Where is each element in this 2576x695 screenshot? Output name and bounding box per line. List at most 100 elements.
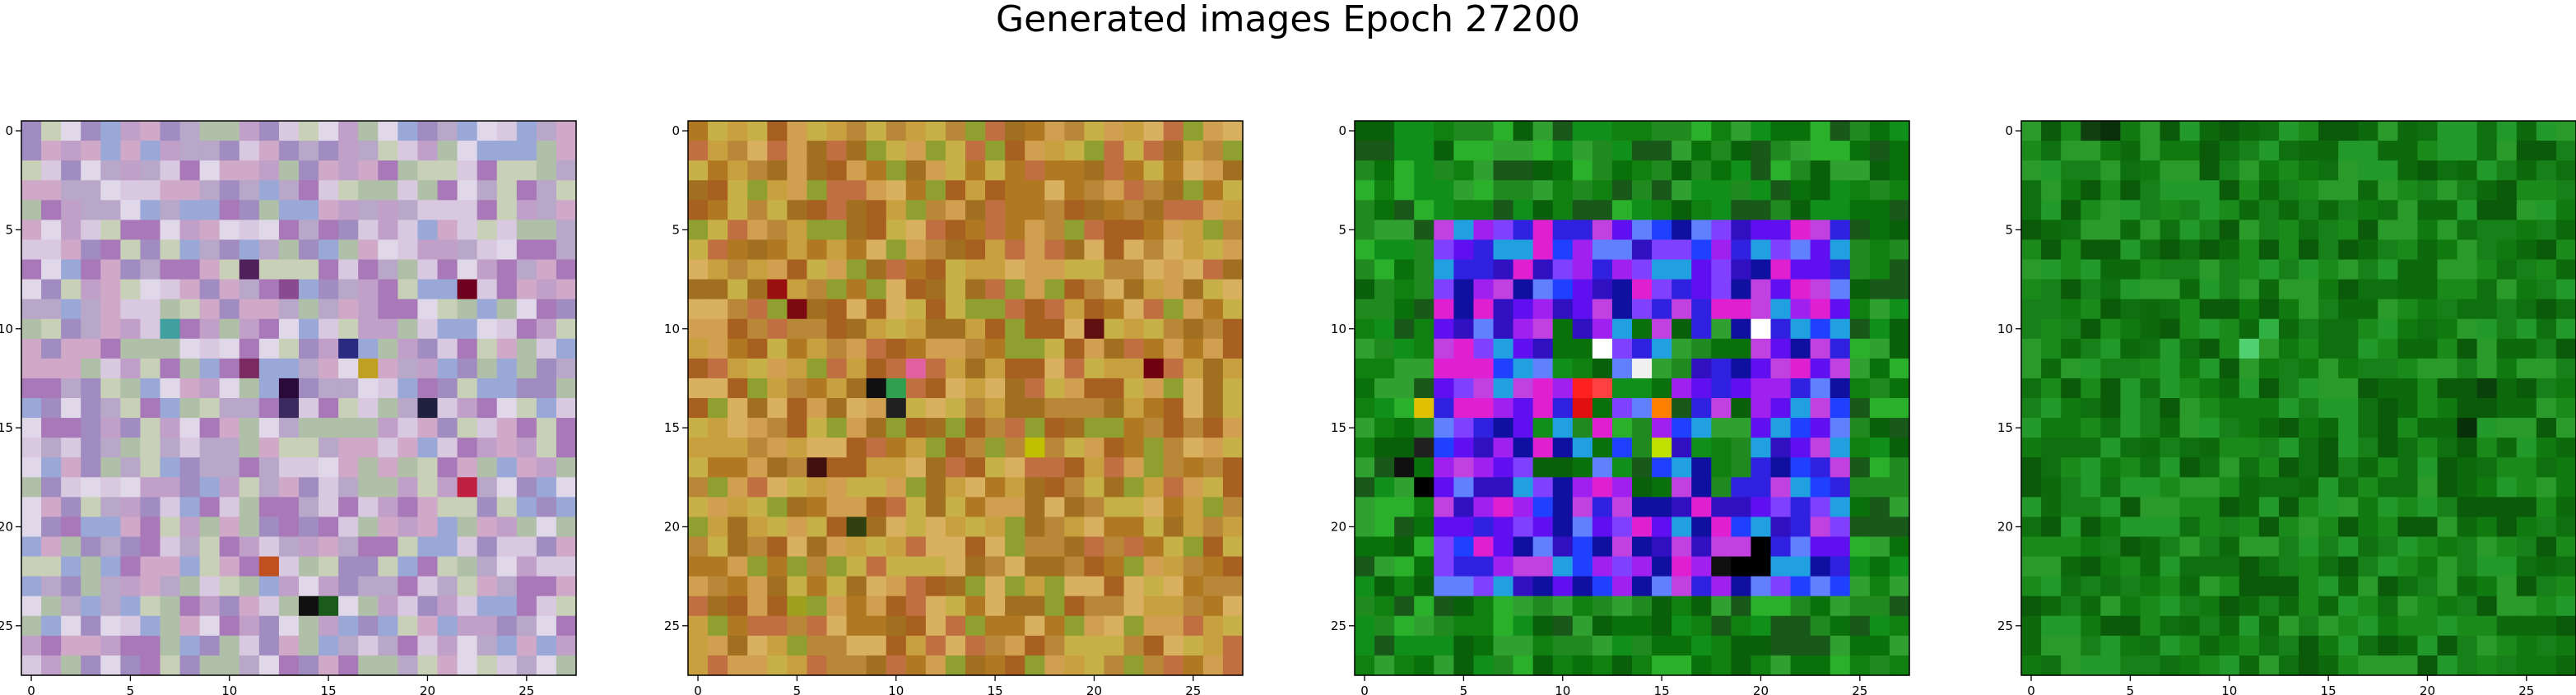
heatmap-cell <box>417 418 439 438</box>
heatmap-cell <box>2179 418 2201 438</box>
heatmap-cell <box>140 477 161 498</box>
heatmap-cell <box>2457 615 2478 637</box>
heatmap-cell <box>536 121 557 141</box>
heatmap-cell <box>516 200 537 220</box>
heatmap-cell <box>1532 160 1554 181</box>
heatmap-cell <box>1849 418 1871 438</box>
heatmap-cell <box>1731 180 1752 201</box>
heatmap-cell <box>516 635 537 656</box>
heatmap-cell <box>2476 121 2498 141</box>
heatmap-cell <box>2555 438 2576 458</box>
heatmap-cell <box>905 576 927 597</box>
heatmap-cell <box>1711 615 1732 637</box>
heatmap-cell <box>2397 418 2419 438</box>
heatmap-cell <box>2100 141 2121 161</box>
heatmap-cell <box>688 438 709 458</box>
heatmap-cell <box>1731 655 1752 676</box>
heatmap-cell <box>688 259 709 280</box>
heatmap-cell <box>1632 517 1653 538</box>
heatmap-cell <box>2258 259 2280 280</box>
heatmap-cell <box>1532 279 1554 300</box>
heatmap-cell <box>437 398 458 419</box>
heatmap-cell <box>536 635 557 656</box>
heatmap-cell <box>2397 398 2419 419</box>
heatmap-cell <box>1889 497 1910 518</box>
heatmap-cell <box>1355 556 1375 577</box>
heatmap-cell <box>338 615 359 637</box>
heatmap-cell <box>2397 239 2419 261</box>
heatmap-cell <box>1532 418 1554 438</box>
heatmap-cell <box>965 378 986 399</box>
heatmap-cell <box>160 595 181 617</box>
heatmap-cell <box>160 220 181 241</box>
heatmap-cell <box>1453 398 1475 419</box>
heatmap-cell <box>2417 556 2439 577</box>
heatmap-cell <box>2179 615 2201 637</box>
heatmap-cell <box>1493 517 1514 538</box>
heatmap-cell <box>496 141 518 161</box>
heatmap-cell <box>965 279 986 300</box>
heatmap-cell <box>140 398 161 419</box>
heatmap-cell <box>1751 259 1772 280</box>
heatmap-cell <box>2536 635 2557 656</box>
heatmap-cell <box>1394 279 1415 300</box>
heatmap-cell <box>457 615 478 637</box>
heatmap-cell <box>2417 259 2439 280</box>
heatmap-cell <box>1414 457 1434 478</box>
heatmap-cell <box>807 595 828 617</box>
heatmap-cell <box>965 200 986 220</box>
heatmap-cell <box>866 457 887 478</box>
heatmap-cell <box>1163 121 1184 141</box>
heatmap-cell <box>457 418 478 438</box>
heatmap-cell <box>1830 655 1851 676</box>
heatmap-cell <box>358 635 379 656</box>
heatmap-cell <box>2219 477 2240 498</box>
heatmap-cell <box>2239 576 2260 597</box>
heatmap-cell <box>2536 615 2557 637</box>
heatmap-cell <box>2081 477 2101 498</box>
heatmap-cell <box>747 239 768 261</box>
heatmap-cell <box>1632 338 1653 359</box>
heatmap-cell <box>866 655 887 676</box>
heatmap-cell <box>2258 438 2280 458</box>
heatmap-cell <box>338 200 359 220</box>
heatmap-cell <box>41 576 62 597</box>
heatmap-cell <box>905 398 927 419</box>
heatmap-cell <box>2437 497 2458 518</box>
heatmap-cell <box>1222 418 1244 438</box>
heatmap-cell <box>1222 121 1244 141</box>
heatmap-cell <box>1691 655 1712 676</box>
heatmap-cell <box>120 318 142 340</box>
heatmap-cell <box>2140 497 2161 518</box>
heatmap-cell <box>299 497 319 518</box>
heatmap-cell <box>1652 556 1672 577</box>
heatmap-cell <box>1751 239 1772 261</box>
heatmap-cell <box>219 497 240 518</box>
heatmap-cell <box>1044 477 1065 498</box>
heatmap-cell <box>2021 556 2042 577</box>
heatmap-cell <box>1731 160 1752 181</box>
heatmap-cell <box>965 576 986 597</box>
heatmap-cell <box>2160 418 2181 438</box>
heatmap-cell <box>1830 299 1851 320</box>
heatmap-cell <box>2457 358 2478 379</box>
heatmap-cell <box>1453 279 1475 300</box>
heatmap-cell <box>1493 200 1514 220</box>
heatmap-cell <box>1202 299 1224 320</box>
heatmap-cell <box>2278 457 2299 478</box>
heatmap-cell <box>2120 180 2141 201</box>
heatmap-cell <box>1889 595 1910 617</box>
heatmap-cell <box>1810 635 1831 656</box>
heatmap-cell <box>1084 398 1105 419</box>
heatmap-cell <box>140 615 161 637</box>
heatmap-cell <box>120 200 142 220</box>
heatmap-cell <box>1869 378 1890 399</box>
heatmap-cell <box>61 160 81 181</box>
heatmap-cell <box>2457 180 2478 201</box>
heatmap-cell <box>2021 576 2042 597</box>
heatmap-cell <box>2160 536 2181 558</box>
heatmap-cell <box>985 477 1006 498</box>
heatmap-cell <box>2100 398 2121 419</box>
heatmap-cell <box>2536 536 2557 558</box>
